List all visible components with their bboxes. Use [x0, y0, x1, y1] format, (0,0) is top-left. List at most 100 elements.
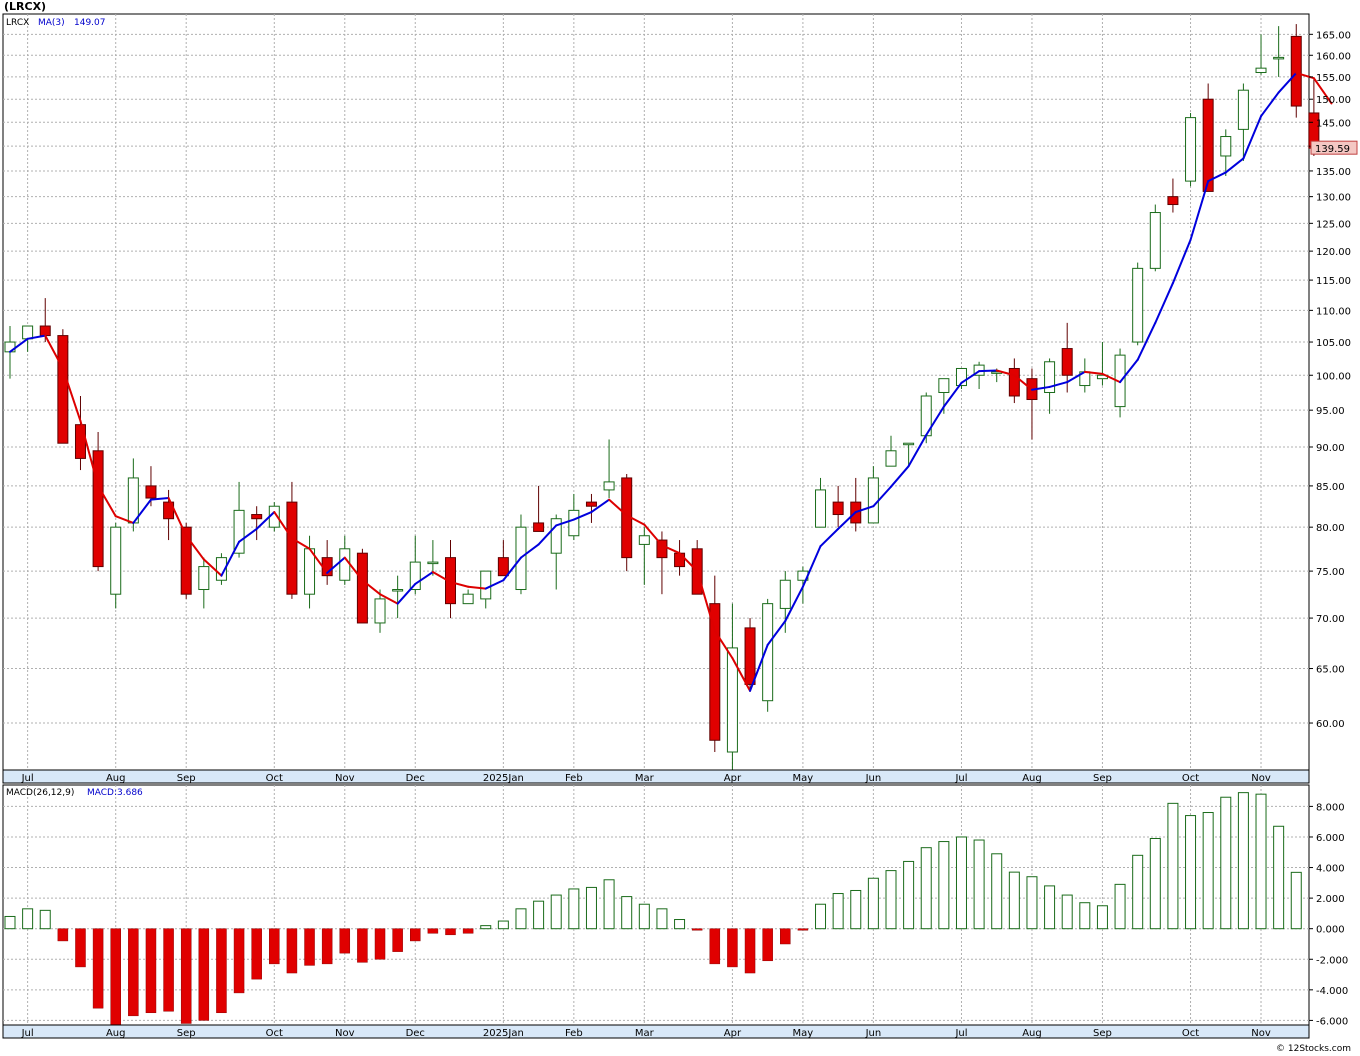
macd-bar-positive — [1237, 792, 1249, 930]
ma-segment — [185, 534, 205, 561]
macd-bar-negative — [797, 928, 809, 931]
price-x-tick-label: Oct — [1182, 773, 1199, 784]
ma-segment — [1260, 91, 1280, 118]
ma-segment — [942, 381, 963, 408]
price-x-tick-label: Sep — [1093, 773, 1112, 784]
macd-bar-positive — [1026, 876, 1038, 930]
macd-x-axis-strip — [2, 1024, 1310, 1039]
macd-bar-positive — [568, 888, 580, 930]
macd-x-tick-label: Dec — [406, 1028, 425, 1039]
ma-segment — [660, 544, 681, 555]
candle-down — [832, 501, 844, 516]
ma-segment — [326, 556, 346, 574]
candle-down — [674, 552, 686, 568]
ma-segment — [61, 367, 82, 423]
candle-up — [1149, 212, 1161, 269]
macd-bar-positive — [1273, 825, 1285, 930]
legend-ma-label: MA(3) — [38, 18, 65, 28]
macd-bar-positive — [39, 909, 51, 930]
price-y-tick-label: 110.00 — [1316, 306, 1351, 317]
macd-x-tick-label: 2025Jan — [483, 1028, 524, 1039]
macd-y-tick-label: -2.000 — [1316, 955, 1348, 966]
ma-segment — [801, 545, 822, 588]
candle-up — [233, 509, 245, 554]
price-x-tick-label: Jul — [954, 773, 967, 784]
macd-bar-positive — [938, 841, 950, 930]
ma-segment — [784, 585, 804, 623]
macd-bar-positive — [1132, 854, 1144, 930]
ma-segment — [643, 523, 663, 547]
candle-down — [656, 539, 668, 559]
price-y-tick-label: 160.00 — [1316, 51, 1351, 62]
macd-bar-positive — [1044, 885, 1056, 930]
candle-down — [1202, 98, 1214, 192]
ma-segment — [1154, 282, 1174, 324]
price-y-tick-label: 100.00 — [1316, 371, 1351, 382]
candle-up — [198, 566, 210, 591]
ma-segment — [1101, 372, 1122, 384]
macd-x-tick-label: Mar — [635, 1028, 655, 1039]
macd-bar-positive — [1149, 838, 1161, 930]
macd-bar-positive — [603, 879, 615, 930]
candle-up — [779, 579, 791, 609]
ma-segment — [273, 511, 293, 540]
candle-down — [709, 603, 721, 741]
candle-up — [903, 442, 915, 446]
candle-up — [815, 489, 827, 528]
ma-segment — [467, 585, 487, 590]
ma-segment — [414, 571, 434, 585]
candle-up — [304, 548, 316, 595]
macd-x-tick-label: Apr — [724, 1028, 742, 1039]
price-y-tick-label: 60.00 — [1316, 719, 1345, 730]
ma-segment — [238, 527, 258, 543]
ma-segment — [555, 518, 575, 527]
ma-segment — [255, 511, 276, 530]
ma-segment — [1224, 157, 1245, 174]
candle-up — [885, 450, 897, 467]
macd-y-tick-label: 6.000 — [1316, 833, 1345, 844]
macd-bar-positive — [1167, 802, 1179, 930]
macd-x-tick-label: Oct — [1182, 1028, 1199, 1039]
macd-bar-positive — [656, 908, 668, 930]
macd-bar-negative — [462, 928, 474, 934]
candle-up — [1132, 267, 1144, 343]
ma-segment — [819, 527, 840, 548]
price-x-tick-label: Nov — [1251, 773, 1271, 784]
ma-segment — [590, 498, 611, 514]
ma-segment — [9, 337, 29, 353]
ma-segment — [537, 524, 558, 546]
ma-segment — [854, 505, 875, 514]
candle-up — [427, 561, 439, 565]
macd-bar-positive — [1220, 796, 1232, 930]
ma-segment — [572, 511, 593, 521]
macd-bar-negative — [92, 928, 104, 1009]
macd-bar-negative — [339, 928, 351, 954]
macd-x-tick-label: Oct — [266, 1028, 283, 1039]
ma-segment — [625, 514, 646, 526]
candle-up — [1237, 89, 1249, 130]
legend-ma-value: 149.07 — [74, 18, 106, 28]
price-x-tick-label: May — [793, 773, 814, 784]
price-candles — [4, 24, 1320, 770]
macd-y-tick-label: 8.000 — [1316, 802, 1345, 813]
candle-down — [497, 557, 509, 577]
macd-y-tick-label: 4.000 — [1316, 864, 1345, 875]
price-x-tick-label: Jun — [865, 773, 882, 784]
ma-segment — [749, 643, 769, 692]
macd-bar-positive — [497, 920, 509, 930]
candle-down — [251, 514, 263, 520]
ma-segment — [1048, 381, 1069, 388]
ma-segment — [132, 498, 152, 524]
candle-down — [180, 526, 192, 595]
ma-segment — [1207, 171, 1227, 183]
price-x-tick-label: Aug — [1022, 773, 1042, 784]
macd-bar-negative — [128, 928, 139, 1017]
footer-credit: © 12Stocks.com — [1276, 1044, 1351, 1054]
macd-bar-positive — [480, 925, 492, 930]
ma-segment — [960, 370, 981, 384]
candle-down — [1008, 367, 1020, 397]
macd-bar-negative — [744, 928, 756, 974]
candle-up — [110, 526, 122, 595]
macd-bar-positive — [550, 894, 562, 930]
ma-segment — [907, 433, 928, 468]
